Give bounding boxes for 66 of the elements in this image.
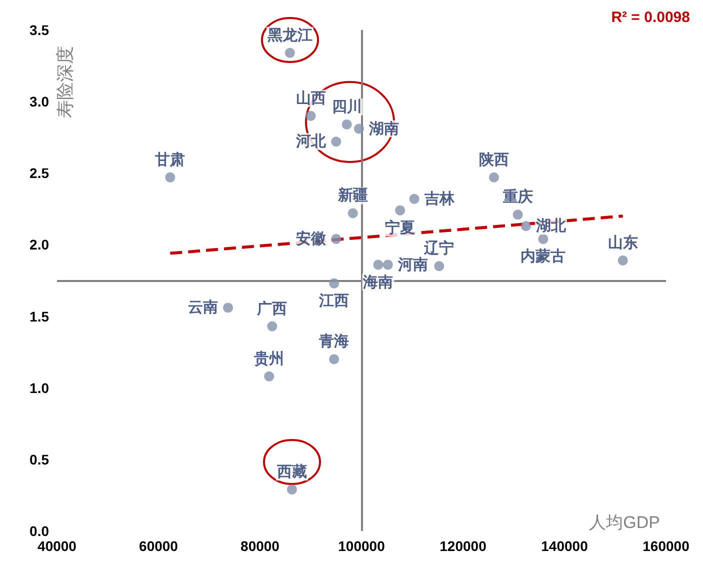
x-tick-label: 80000	[240, 538, 280, 554]
point	[618, 255, 628, 266]
y-tick-label: 2.5	[30, 165, 50, 182]
series-label: 辽宁	[423, 239, 454, 258]
y-axis-title: 寿险深度	[55, 46, 75, 118]
series-label: 河北	[295, 133, 328, 150]
series-label: 山东	[608, 233, 638, 252]
point	[488, 172, 499, 182]
series-label: 黑龙江	[266, 26, 312, 44]
point	[331, 136, 342, 147]
x-axis-title: 人均GDP	[589, 513, 660, 532]
x-tick-label: 160000	[642, 538, 690, 554]
x-tick-label: 40000	[38, 538, 77, 554]
series-label: 青海	[318, 333, 350, 350]
series-label: 湖南	[368, 120, 399, 138]
y-tick-label: 1.0	[30, 380, 50, 396]
y-tick-label: 0.5	[30, 451, 50, 468]
point	[373, 260, 384, 270]
x-tick-label: 140000	[541, 538, 588, 554]
series-label: 湖北	[534, 218, 567, 235]
point	[354, 124, 364, 134]
x-tick-label: 100000	[338, 538, 386, 554]
point	[223, 302, 234, 313]
point	[409, 194, 420, 204]
series-label: 新疆	[336, 186, 368, 204]
point	[286, 484, 297, 494]
point	[264, 371, 274, 382]
point	[306, 110, 316, 121]
point	[395, 205, 406, 216]
point	[538, 234, 548, 244]
point	[267, 321, 278, 332]
series-label: 四川	[332, 98, 362, 116]
series-label: 西藏	[276, 463, 307, 480]
series-label: 陕西	[478, 151, 509, 168]
point	[342, 119, 352, 130]
series-label: 安徽	[296, 229, 328, 248]
point	[520, 221, 531, 232]
series-label: 重庆	[502, 188, 533, 206]
series-label: 贵州	[253, 350, 284, 368]
series-label: 海南	[362, 274, 394, 291]
point	[434, 261, 444, 272]
y-tick-label: 3.0	[30, 94, 50, 110]
series-label: 山西	[296, 90, 326, 107]
y-tick-label: 0.0	[30, 523, 50, 539]
x-tick-label: 120000	[440, 538, 487, 554]
point	[165, 172, 176, 182]
series-label: 内蒙古	[520, 248, 566, 265]
series-label: 江西	[318, 292, 350, 310]
y-tick-label: 1.5	[30, 308, 50, 324]
point	[329, 354, 340, 364]
series-label: 云南	[188, 299, 218, 316]
point	[348, 208, 358, 218]
text: R² = 0.0098	[611, 9, 690, 26]
y-tick-label: 2.0	[30, 236, 50, 253]
point	[331, 234, 342, 244]
series-label: 吉林	[423, 190, 456, 208]
x-tick-label: 60000	[139, 538, 178, 554]
point	[284, 48, 295, 58]
series-label: 宁夏	[385, 218, 416, 236]
point	[512, 210, 523, 220]
series-label: 河南	[396, 256, 428, 274]
series-label: 广西	[256, 299, 288, 318]
series-label: 甘肃	[154, 151, 186, 168]
y-tick-label: 3.5	[30, 22, 50, 38]
point	[329, 278, 340, 288]
point	[382, 260, 393, 270]
